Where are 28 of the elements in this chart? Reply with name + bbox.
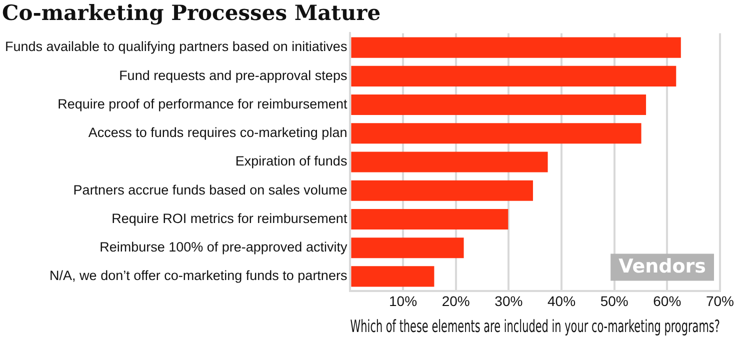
bar <box>351 66 676 86</box>
bar <box>351 266 434 287</box>
x-tick-label: 50% <box>600 293 628 310</box>
x-tick-label: 10% <box>389 293 418 310</box>
x-tick-label: 70% <box>706 293 734 310</box>
bar <box>351 180 533 201</box>
x-tick-label: 30% <box>494 293 523 310</box>
y-tick-label: Partners accrue funds based on sales volume <box>73 182 348 198</box>
bar <box>351 152 548 172</box>
y-tick-label: Fund requests and pre-approval steps <box>119 68 348 83</box>
y-tick-label: N/A, we don’t offer co-marketing funds to partners <box>50 268 348 284</box>
bar <box>351 94 646 116</box>
bar <box>351 208 508 230</box>
chart-title: Co-marketing Processes Mature <box>2 0 381 26</box>
bar <box>351 123 642 144</box>
y-tick-label: Access to funds requires co-marketing plan <box>88 125 348 140</box>
x-tick-label: 60% <box>653 293 682 310</box>
annotation: Vendors <box>618 256 706 278</box>
bar <box>351 37 681 58</box>
y-tick-label: Funds available to qualifying partners based on initiatives <box>4 39 348 54</box>
x-tick-label: 40% <box>547 293 576 310</box>
bar <box>351 238 464 258</box>
y-tick-label: Require ROI metrics for reimbursement <box>112 210 348 226</box>
x-axis-title: Which of these elements are included in your co-marketing programs? <box>350 318 720 338</box>
y-tick-label: Reimburse 100% of pre-approved activity <box>100 240 348 255</box>
y-tick-label: Require proof of performance for reimbursement <box>58 96 348 112</box>
x-tick-label: 20% <box>442 293 470 310</box>
y-tick-label: Expiration of funds <box>235 154 348 169</box>
